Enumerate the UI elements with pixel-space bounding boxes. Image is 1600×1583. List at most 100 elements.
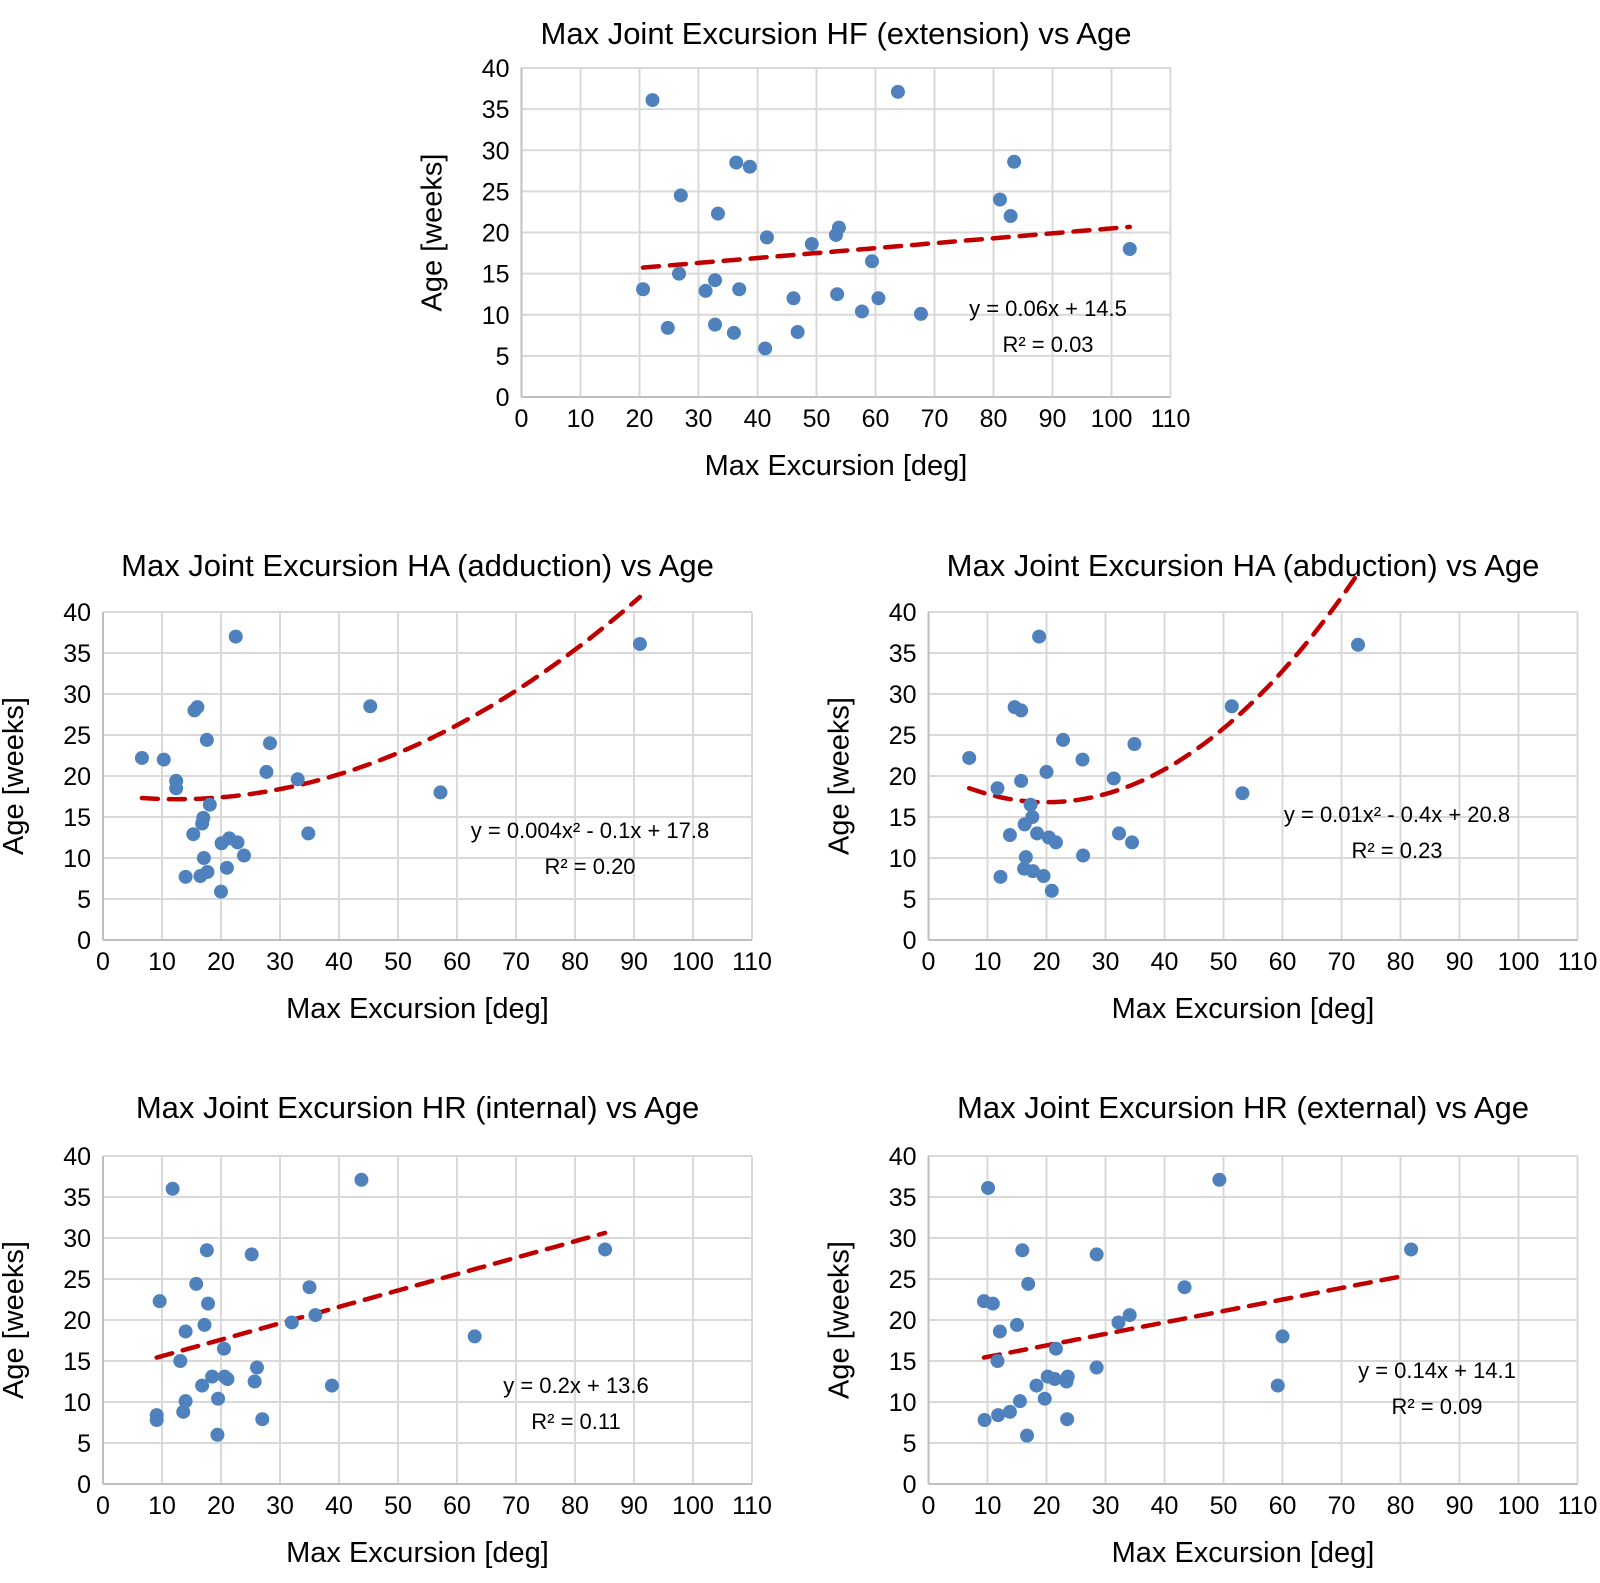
y-tick-label: 10 (889, 1389, 917, 1417)
x-tick-label: 100 (1498, 948, 1540, 976)
chart-panel-hr-external: Max Joint Excursion HR (external) vs Age… (824, 1090, 1598, 1569)
data-point (244, 1247, 259, 1262)
y-tick-label: 5 (77, 886, 91, 914)
data-point (1089, 1247, 1104, 1262)
data-point (1270, 1378, 1285, 1393)
data-point (729, 155, 744, 170)
x-tick-label: 10 (148, 948, 176, 976)
data-point (732, 282, 747, 297)
data-point (1029, 1378, 1044, 1393)
r-squared-label: R² = 0.20 (544, 854, 635, 879)
data-point (1235, 786, 1250, 801)
x-tick-label: 20 (626, 405, 654, 433)
data-point (708, 273, 723, 288)
y-tick-label: 0 (77, 927, 91, 955)
x-tick-label: 30 (1092, 948, 1120, 976)
data-point (134, 750, 149, 765)
y-tick-label: 25 (63, 1266, 91, 1294)
data-point (187, 703, 202, 718)
data-point (201, 1296, 216, 1311)
y-tick-label: 0 (903, 1471, 917, 1499)
x-tick-label: 50 (803, 405, 831, 433)
x-tick-label: 40 (1151, 1492, 1179, 1520)
data-point (698, 283, 713, 298)
data-point (156, 752, 171, 767)
y-tick-label: 25 (482, 178, 510, 206)
y-tick-label: 35 (889, 640, 917, 668)
y-tick-label: 35 (889, 1184, 917, 1212)
x-tick-label: 0 (515, 405, 529, 433)
data-point (1127, 737, 1142, 752)
data-point (672, 266, 687, 281)
y-tick-label: 30 (889, 1225, 917, 1253)
x-tick-label: 50 (384, 1492, 412, 1520)
x-tick-label: 10 (148, 1492, 176, 1520)
data-point (1010, 1317, 1024, 1332)
x-axis-label: Max Excursion [deg] (705, 450, 968, 482)
x-tick-label: 110 (732, 948, 772, 976)
x-tick-label: 0 (96, 1492, 110, 1520)
x-tick-label: 60 (862, 405, 890, 433)
y-axis-label: Age [weeks] (417, 154, 449, 312)
data-point (726, 325, 741, 340)
data-point (1044, 883, 1059, 898)
y-tick-label: 25 (889, 722, 917, 750)
x-tick-label: 110 (732, 1492, 772, 1520)
data-point (1007, 154, 1022, 169)
chart-title: Max Joint Excursion HA (abduction) vs Ag… (947, 548, 1540, 583)
data-point (237, 848, 252, 863)
data-point (990, 1354, 1005, 1368)
y-tick-label: 25 (63, 722, 91, 750)
data-point (1106, 771, 1121, 786)
data-point (230, 835, 245, 850)
chart-title: Max Joint Excursion HF (extension) vs Ag… (541, 16, 1132, 51)
data-point (981, 1180, 996, 1195)
data-point (219, 860, 234, 875)
data-point (632, 636, 647, 651)
data-point (210, 1427, 225, 1442)
data-point (302, 1280, 317, 1295)
trendline (640, 224, 1133, 270)
x-tick-label: 70 (1328, 948, 1356, 976)
y-axis-label: Age [weeks] (0, 1241, 30, 1399)
x-axis-label: Max Excursion [deg] (1112, 993, 1375, 1025)
data-point (249, 1360, 264, 1375)
x-tick-label: 100 (1498, 1492, 1540, 1520)
x-tick-label: 20 (1033, 948, 1061, 976)
x-tick-label: 70 (502, 948, 530, 976)
data-point (1048, 1341, 1063, 1356)
x-tick-label: 60 (1269, 948, 1297, 976)
trendline-equation: y = 0.2x + 13.6 (503, 1373, 649, 1398)
y-tick-label: 20 (63, 1307, 91, 1335)
data-point (195, 1378, 210, 1393)
y-tick-label: 30 (63, 681, 91, 709)
y-tick-label: 40 (63, 599, 91, 627)
data-point (1020, 1428, 1035, 1443)
y-tick-label: 15 (63, 1348, 91, 1376)
data-point (985, 1296, 1000, 1311)
x-tick-label: 50 (1210, 1492, 1238, 1520)
trendline (154, 1230, 608, 1360)
x-tick-label: 50 (1210, 948, 1238, 976)
data-point (598, 1242, 613, 1257)
data-point (790, 325, 805, 340)
chart-title: Max Joint Excursion HR (internal) vs Age (136, 1090, 699, 1125)
x-tick-label: 30 (266, 948, 294, 976)
x-tick-label: 10 (974, 948, 1002, 976)
y-tick-label: 30 (63, 1225, 91, 1253)
data-point (1059, 1374, 1074, 1389)
y-tick-label: 40 (482, 55, 510, 83)
x-tick-label: 10 (974, 1492, 1002, 1520)
data-point (977, 1413, 992, 1428)
data-point (1018, 850, 1033, 865)
data-point (1125, 835, 1140, 850)
y-tick-label: 5 (903, 1430, 917, 1458)
y-tick-label: 0 (496, 384, 510, 412)
data-point (1003, 209, 1018, 224)
x-tick-label: 40 (325, 948, 353, 976)
data-point (710, 206, 725, 221)
data-point (247, 1374, 262, 1389)
data-point (890, 84, 905, 99)
data-point (742, 159, 757, 174)
data-point (636, 282, 651, 297)
